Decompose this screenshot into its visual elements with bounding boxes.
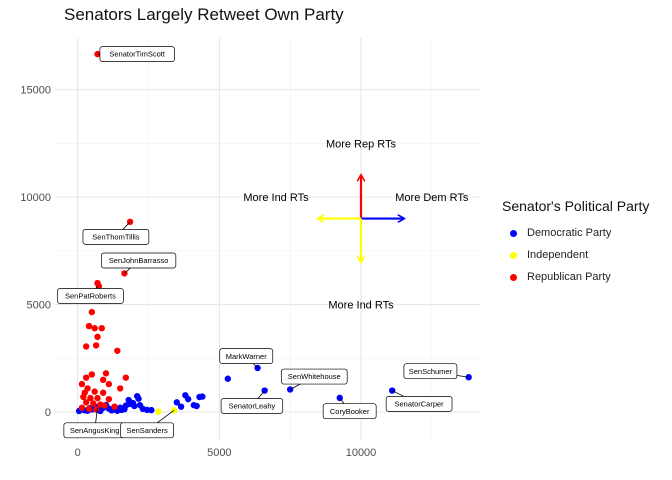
point-label-box [99,46,175,62]
point-label-box [280,368,348,385]
data-point-democratic [148,406,155,414]
data-point-republican [99,389,107,396]
point-label-box [82,229,150,245]
point-label-box [322,403,377,420]
data-point-republican [111,403,118,410]
data-point-democratic [199,393,206,400]
data-point-democratic [131,402,138,410]
point-label: CoryBooker [330,407,370,416]
point-label-box [100,252,177,269]
point-label: SenSanders [126,426,168,435]
point-label-box [57,288,124,304]
legend-label-democratic: Democratic Party [527,227,612,239]
x-tick-label: 5000 [207,447,231,459]
data-point-republican [116,385,124,392]
data-point-republican [90,400,97,407]
data-point-democratic [177,403,185,410]
axis-ticks: 0 5000 10000 0 5000 10000 15000 [20,85,376,459]
data-point-republican [99,376,107,384]
data-point-republican [122,374,130,381]
data-point-republican [88,371,96,378]
data-point-republican [78,404,86,411]
y-tick-label: 0 [45,407,51,419]
point-label: SenThomTillis [92,232,139,241]
data-point-republican [92,342,100,349]
legend-marker-democratic [510,229,517,237]
point-label-box [403,363,458,380]
y-tick-label: 5000 [27,300,51,312]
point-labels: SenatorTimScott SenThomTillis SenJohnBarra… [57,46,469,439]
legend-label-independent: Independent [527,249,589,261]
data-point-republican [85,405,93,413]
point-label-box [385,396,453,412]
direction-arrows [319,176,404,262]
point-label: SenAngusKing [70,426,120,435]
data-point-democratic [135,395,142,402]
point-label-box [219,348,274,365]
point-label: SenatorCarper [394,399,444,408]
data-point-republican [87,394,94,402]
legend-item-independent: Independent [502,244,649,266]
data-point-republican [91,325,98,332]
data-point-republican [114,347,121,354]
data-point-republican [101,402,108,409]
legend: Senator's Political Party Democratic Par… [502,198,649,288]
data-point-republican [92,406,100,413]
data-point-democratic [286,386,294,393]
point-label: SenatorLeahy [229,402,276,411]
point-label: SenJohnBarrasso [109,256,169,265]
point-label: SenSchumer [409,367,453,376]
direction-annotation: More Ind RTs [328,300,394,312]
legend-item-democratic: Democratic Party [502,222,649,244]
data-point-republican [78,380,86,388]
data-point-republican [82,374,90,381]
data-point-republican [94,394,101,402]
data-point-republican [105,395,113,403]
data-point-republican [98,325,105,332]
data-point-democratic [388,387,396,394]
legend-marker-republican [510,273,517,281]
data-point-democratic [224,375,232,382]
data-point-independent [155,408,162,415]
legend-marker-independent [510,251,517,259]
point-label: SenatorTimScott [109,50,165,59]
legend-label-republican: Republican Party [527,271,611,283]
x-tick-label: 0 [75,447,81,459]
direction-annotation: More Rep RTs [326,138,397,150]
point-label: SenWhitehouse [288,372,341,381]
data-points [75,50,472,415]
legend-title: Senator's Political Party [502,198,650,214]
point-label: MarkWarner [226,352,267,361]
y-tick-label: 10000 [20,192,51,204]
data-point-republican [102,370,110,377]
data-point-republican [82,399,90,406]
data-point-republican [94,333,101,341]
chart-title: Senators Largely Retweet Own Party [64,5,344,24]
data-point-republican [91,388,98,395]
data-point-republican [105,380,113,388]
y-tick-label: 15000 [20,85,51,97]
data-point-republican [85,322,93,330]
data-point-democratic [173,399,181,406]
data-point-republican [95,283,103,290]
data-point-republican [82,343,90,350]
point-label: SenPatRoberts [65,292,116,301]
data-point-republican [88,308,96,316]
direction-annotation: More Ind RTs [243,192,309,204]
data-point-republican [80,393,87,401]
x-tick-label: 10000 [346,447,377,459]
point-label-box [120,422,174,439]
annotations: More Rep RTs More Ind RTs More Dem RTs More… [243,138,469,311]
data-point-democratic [184,395,192,403]
point-label-box [220,398,284,414]
data-point-democratic [193,402,200,410]
direction-annotation: More Dem RTs [395,192,469,204]
legend-item-republican: Republican Party [502,266,649,288]
